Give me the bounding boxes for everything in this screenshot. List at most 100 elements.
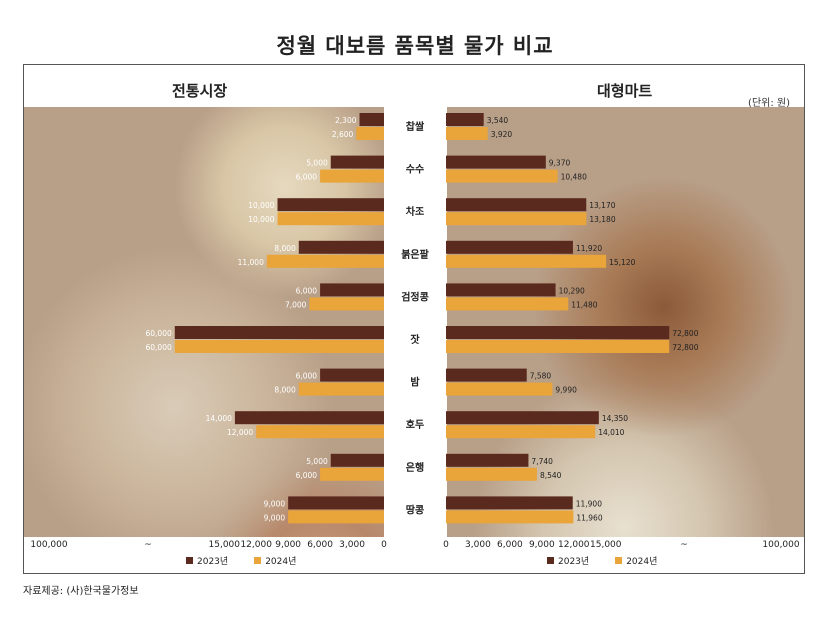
- category-label: 땅콩: [406, 503, 424, 516]
- bar-right-y2023: [446, 453, 529, 467]
- axis-tick-label: 12,000: [558, 540, 590, 550]
- legend-swatch-2023: [547, 557, 554, 564]
- data-label: 8,540: [540, 471, 562, 480]
- legend-label-2023: 2023년: [558, 557, 590, 567]
- bar-left-y2024: [298, 382, 384, 396]
- data-label: 60,000: [146, 343, 172, 352]
- legend-swatch-2024: [615, 557, 623, 564]
- data-label: 11,480: [571, 300, 597, 309]
- category-label: 호두: [406, 418, 424, 431]
- bar-right-y2024: [446, 382, 553, 396]
- axis-tick-label: 9,000: [275, 540, 302, 550]
- right-panel-title: 대형마트: [597, 82, 653, 100]
- data-label: 11,960: [576, 513, 602, 522]
- data-label: 6,000: [296, 173, 318, 182]
- bar-right-y2023: [446, 155, 546, 169]
- bar-left-y2023: [330, 453, 384, 467]
- axis-tick-label: 15,000: [208, 540, 241, 550]
- data-label: 7,740: [531, 457, 553, 466]
- bar-right-y2024: [446, 510, 574, 524]
- left-panel-title: 전통시장: [172, 82, 228, 100]
- category-label: 검정콩: [401, 290, 429, 303]
- legend-swatch-2024: [254, 557, 262, 564]
- bar-right-y2024: [446, 340, 670, 353]
- bar-left-y2023: [320, 283, 384, 297]
- category-label: 밤: [410, 376, 420, 389]
- bar-right-y2023: [446, 496, 573, 510]
- data-label: 2,600: [332, 130, 354, 139]
- axis-tick-label: 6,000: [307, 540, 333, 550]
- bar-left-y2024: [277, 212, 384, 226]
- data-label: 11,000: [238, 258, 264, 267]
- chart-title: 정월 대보름 품목별 물가 비교: [276, 34, 554, 58]
- legend-label-2024: 2024년: [626, 557, 658, 567]
- data-label: 3,920: [491, 130, 513, 139]
- axis-tick-label: 3,000: [465, 540, 491, 550]
- data-label: 9,990: [555, 386, 577, 395]
- data-label: 10,000: [248, 201, 274, 210]
- data-label: 14,000: [206, 414, 232, 423]
- category-label: 은행: [406, 461, 424, 474]
- bar-right-y2024: [446, 212, 587, 226]
- bar-left-y2023: [320, 368, 384, 382]
- category-label: 찹쌀: [406, 120, 425, 133]
- data-label: 10,290: [559, 286, 585, 295]
- data-label: 10,000: [248, 215, 274, 224]
- data-label: 14,350: [602, 414, 628, 423]
- bar-right-y2023: [446, 240, 573, 254]
- bar-right-y2023: [446, 113, 484, 126]
- category-label: 수수: [406, 164, 424, 176]
- data-label: 5,000: [306, 457, 328, 466]
- legend-label-2024: 2024년: [265, 557, 297, 567]
- bar-right-y2023: [446, 283, 556, 297]
- data-label: 9,000: [264, 513, 286, 522]
- data-label: 15,120: [609, 258, 635, 267]
- axis-tick-label: 3,000: [339, 540, 365, 550]
- unit-note: (단위: 원): [748, 98, 790, 109]
- data-label: 8,000: [274, 244, 296, 253]
- data-label: 2,300: [335, 116, 357, 125]
- category-label: 잣: [410, 333, 420, 346]
- data-label: 6,000: [296, 471, 318, 480]
- category-label: 차조: [406, 205, 424, 218]
- data-label: 6,000: [296, 372, 318, 381]
- data-label: 14,010: [598, 428, 624, 437]
- legend-right: 2023년 2024년: [547, 554, 657, 567]
- bar-left-y2023: [298, 240, 384, 254]
- bar-left-y2024: [256, 425, 384, 439]
- bar-left-y2024: [266, 254, 384, 268]
- legend-left: 2023년 2024년: [186, 554, 296, 567]
- data-label: 7,000: [285, 300, 307, 309]
- data-label: 5,000: [306, 159, 328, 168]
- data-label: 10,480: [561, 173, 587, 182]
- axis-tick-label: 6,000: [497, 540, 523, 550]
- legend-label-2023: 2023년: [197, 557, 229, 567]
- data-label: 12,000: [227, 428, 253, 437]
- bar-right-y2024: [446, 169, 558, 183]
- axis-tick-label: 9,000: [528, 540, 555, 550]
- data-label: 8,000: [274, 386, 296, 395]
- bar-right-y2023: [446, 198, 587, 212]
- data-label: 7,580: [530, 372, 552, 381]
- bar-right-y2024: [446, 127, 488, 140]
- bar-right-y2024: [446, 467, 537, 481]
- bar-left-y2024: [320, 169, 384, 183]
- bar-right-y2024: [446, 425, 596, 439]
- category-label: 붉은팥: [401, 248, 429, 261]
- bar-left-y2023: [359, 113, 384, 126]
- data-label: 11,900: [576, 499, 602, 508]
- axis-tick-label: 12,000: [240, 540, 272, 550]
- data-label: 9,370: [549, 159, 571, 168]
- source-note: 자료제공: (사)한국물가정보: [23, 586, 139, 597]
- category-band: [384, 107, 447, 537]
- axis-tick-label: ~: [144, 540, 152, 550]
- chart-frame: [23, 64, 805, 574]
- data-label: 60,000: [146, 329, 172, 338]
- bar-left-y2024: [288, 510, 384, 524]
- data-label: 3,540: [487, 116, 509, 125]
- bar-right-y2023: [446, 368, 527, 382]
- bar-right-y2024: [446, 254, 607, 268]
- bar-left-y2024: [320, 467, 384, 481]
- bar-right-y2023: [446, 326, 670, 339]
